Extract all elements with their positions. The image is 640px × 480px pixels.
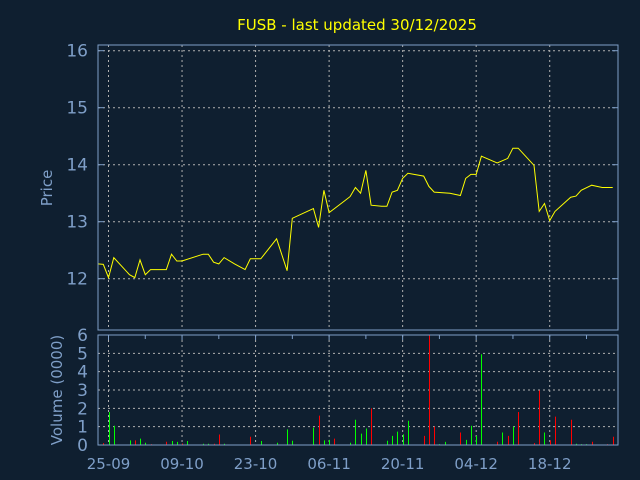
price-y-tick-label: 12 (66, 270, 88, 290)
volume-y-tick-label: 3 (77, 381, 88, 401)
volume-y-tick-label: 0 (77, 436, 88, 456)
price-y-tick-label: 13 (66, 213, 88, 233)
x-tick-label: 06-11 (307, 455, 351, 473)
price-y-tick-label: 16 (66, 42, 88, 62)
chart-title: FUSB - last updated 30/12/2025 (237, 16, 477, 34)
price-panel-frame (97, 44, 619, 331)
price-y-tick-label: 15 (66, 99, 88, 119)
volume-panel-frame (97, 334, 619, 446)
price-line (97, 147, 613, 280)
volume-y-tick-label: 6 (77, 326, 88, 346)
volume-y-tick-label: 5 (77, 344, 88, 364)
volume-y-tick-label: 2 (77, 399, 88, 419)
volume-y-tick-label: 1 (77, 418, 88, 438)
price-y-tick-label: 14 (66, 156, 88, 176)
x-tick-label: 20-11 (381, 455, 425, 473)
price-axis-label: Price (38, 170, 56, 207)
x-tick-label: 09-10 (160, 455, 204, 473)
x-tick-label: 25-09 (87, 455, 131, 473)
x-tick-label: 23-10 (234, 455, 278, 473)
volume-y-tick-label: 4 (77, 363, 88, 383)
x-tick-label: 18-12 (528, 455, 572, 473)
x-tick-label: 04-12 (454, 455, 498, 473)
volume-axis-label: Volume (0000) (48, 335, 66, 445)
